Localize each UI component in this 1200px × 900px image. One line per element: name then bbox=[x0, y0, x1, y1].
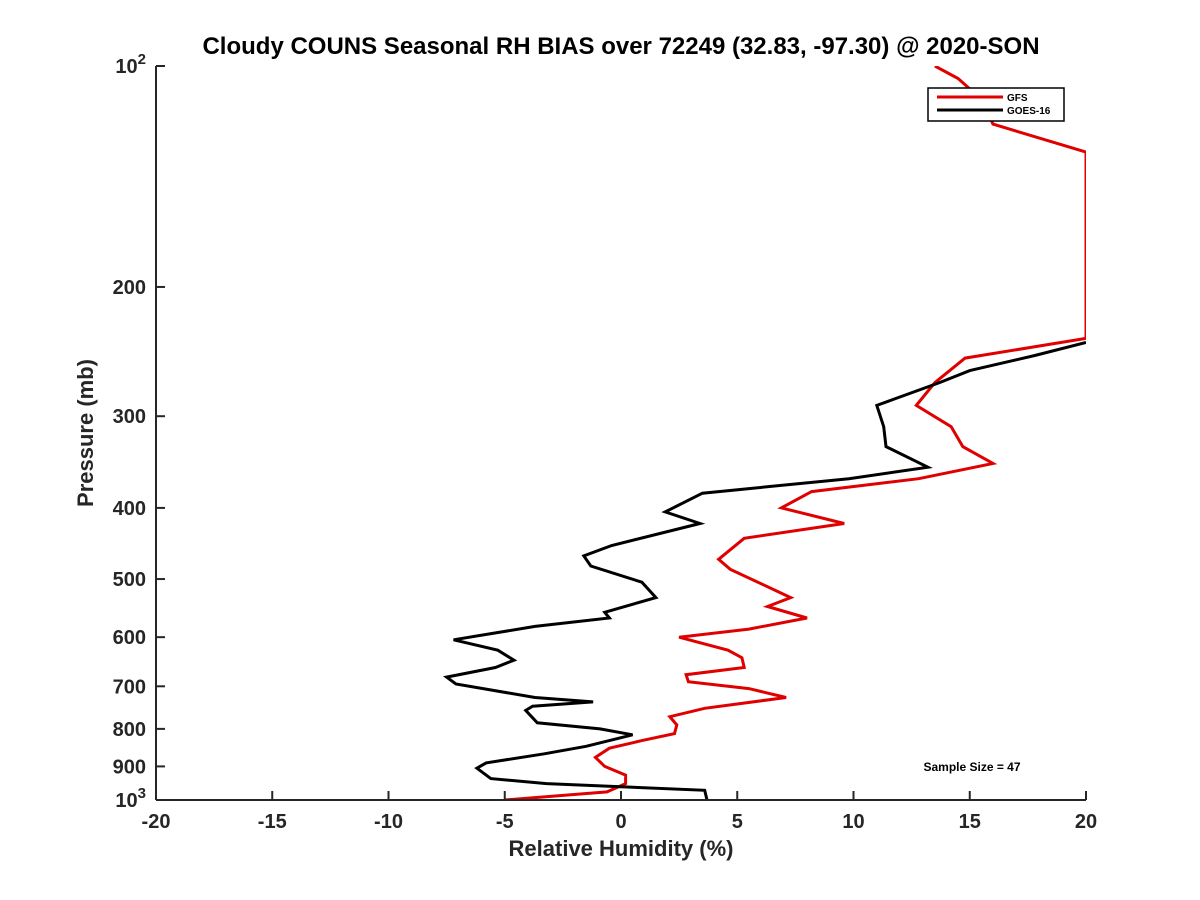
x-tick-label: 15 bbox=[959, 811, 981, 833]
y-tick-label: 200 bbox=[113, 277, 146, 299]
y-tick-label: 300 bbox=[113, 406, 146, 428]
tick-labels: -20 -15 -10 -5 0 5 10 15 20 102 200 300 400 500 600 700… bbox=[113, 51, 1098, 833]
y-axis-label: Pressure (mb) bbox=[73, 359, 98, 507]
y-tick-label: 600 bbox=[113, 627, 146, 649]
x-tick-label: 5 bbox=[732, 811, 743, 833]
sample-size-annotation: Sample Size = 47 bbox=[923, 760, 1020, 774]
x-axis-label: Relative Humidity (%) bbox=[509, 836, 734, 861]
x-tick-label: -20 bbox=[142, 811, 171, 833]
y-tick-label: 700 bbox=[113, 676, 146, 698]
x-tick-label: 10 bbox=[842, 811, 864, 833]
x-tick-label: -15 bbox=[258, 811, 287, 833]
y-tick-label: 103 bbox=[115, 785, 146, 812]
x-tick-label: 0 bbox=[615, 811, 626, 833]
x-tick-label: -10 bbox=[374, 811, 403, 833]
x-tick-label: -5 bbox=[496, 811, 514, 833]
plot-area bbox=[442, 66, 1086, 800]
legend-label-gfs: GFS bbox=[1007, 93, 1028, 104]
chart-title: Cloudy COUNS Seasonal RH BIAS over 72249… bbox=[202, 33, 1039, 60]
series-line-gfs bbox=[504, 66, 1086, 800]
y-tick-label: 500 bbox=[113, 569, 146, 591]
y-tick-label: 900 bbox=[113, 756, 146, 778]
x-tick-label: 20 bbox=[1075, 811, 1097, 833]
legend: GFS GOES-16 bbox=[927, 87, 1065, 122]
legend-label-goes16: GOES-16 bbox=[1007, 106, 1051, 117]
y-tick-label: 102 bbox=[115, 51, 146, 78]
y-tick-label: 800 bbox=[113, 719, 146, 741]
y-tick-label: 400 bbox=[113, 498, 146, 520]
axes bbox=[155, 65, 1087, 801]
series-line-goes16 bbox=[442, 340, 1086, 800]
legend-box bbox=[927, 87, 1065, 122]
